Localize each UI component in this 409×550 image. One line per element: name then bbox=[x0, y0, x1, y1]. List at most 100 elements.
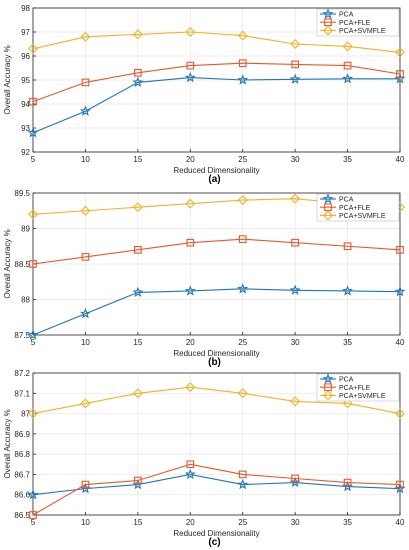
series-line-star bbox=[32, 473, 401, 496]
x-tick-label: 15 bbox=[133, 518, 142, 527]
x-tick-label: 10 bbox=[81, 518, 90, 527]
data-point-diamond bbox=[132, 202, 143, 213]
legend-marker-diamond bbox=[323, 390, 333, 401]
y-tick-label: 86.7 bbox=[14, 470, 30, 479]
x-tick-label: 10 bbox=[81, 155, 90, 164]
x-tick-label: 40 bbox=[396, 338, 405, 347]
data-point-star bbox=[79, 307, 91, 319]
data-point-star bbox=[184, 285, 196, 296]
x-tick-label: 35 bbox=[343, 155, 352, 164]
y-tick-label: 86.9 bbox=[14, 430, 30, 439]
data-point-square bbox=[81, 253, 90, 261]
series-line-diamond bbox=[32, 386, 401, 415]
legend-label: PCA bbox=[339, 377, 354, 384]
y-tick-label: 95 bbox=[21, 76, 30, 85]
y-tick-label: 92 bbox=[21, 148, 30, 157]
y-tick-label: 88.5 bbox=[14, 260, 30, 269]
series-line-square bbox=[32, 238, 401, 265]
series-line-diamond bbox=[32, 31, 401, 53]
legend-label: PCA+SVMFLE bbox=[339, 393, 386, 400]
x-tick-label: 15 bbox=[133, 338, 142, 347]
data-point-star bbox=[79, 105, 91, 116]
data-point-square bbox=[29, 511, 37, 519]
data-point-square bbox=[291, 60, 299, 69]
data-point-diamond bbox=[185, 382, 196, 393]
data-point-diamond bbox=[290, 193, 301, 204]
data-point-square bbox=[186, 460, 195, 469]
data-point-square bbox=[81, 480, 90, 489]
data-point-star bbox=[132, 76, 144, 88]
x-axis-label: Reduced Dimensionality bbox=[173, 349, 259, 358]
x-axis-label: Reduced Dimensionality bbox=[173, 166, 259, 175]
data-point-diamond bbox=[237, 388, 248, 399]
data-point-star bbox=[342, 285, 354, 296]
data-point-square bbox=[291, 238, 299, 247]
x-tick-label: 10 bbox=[81, 338, 90, 347]
x-tick-label: 30 bbox=[291, 155, 300, 164]
data-point-star bbox=[237, 478, 249, 490]
data-point-diamond bbox=[237, 30, 248, 41]
x-tick-label: 30 bbox=[291, 518, 300, 527]
legend-label: PCA+FLE bbox=[339, 385, 371, 392]
data-point-star bbox=[289, 73, 301, 84]
chart-panel-1: 5 10 15 20 25 30 35 40 92 93 94 95 96 97 98 Reduced Dim… bbox=[3, 4, 406, 185]
data-point-star bbox=[27, 329, 39, 340]
y-tick-label: 87.2 bbox=[14, 369, 30, 378]
y-tick-label: 98 bbox=[21, 4, 30, 13]
y-tick-label: 89.5 bbox=[14, 189, 30, 198]
y-tick-label: 87.1 bbox=[14, 389, 30, 398]
y-tick-label: 94 bbox=[21, 100, 30, 109]
data-point-diamond bbox=[28, 209, 38, 220]
data-point-square bbox=[291, 474, 299, 483]
data-point-star bbox=[184, 71, 196, 83]
data-point-diamond bbox=[237, 195, 248, 206]
legend-label: PCA+FLE bbox=[339, 205, 371, 212]
x-tick-label: 15 bbox=[133, 155, 142, 164]
data-point-diamond bbox=[395, 408, 405, 419]
data-point-square bbox=[343, 61, 352, 70]
y-tick-label: 86.8 bbox=[14, 450, 30, 459]
x-tick-label: 20 bbox=[186, 155, 195, 164]
legend-marker-star bbox=[322, 193, 334, 204]
y-tick-label: 97 bbox=[21, 28, 30, 37]
legend-marker-diamond bbox=[323, 25, 333, 36]
x-tick-label: 30 bbox=[291, 338, 300, 347]
y-tick-label: 87 bbox=[21, 410, 30, 419]
y-axis-label: Overall Accuracy % bbox=[3, 409, 12, 478]
x-tick-label: 40 bbox=[396, 518, 405, 527]
data-point-star bbox=[27, 127, 39, 138]
x-tick-label: 20 bbox=[186, 338, 195, 347]
x-tick-label: 35 bbox=[343, 518, 352, 527]
data-point-star bbox=[237, 283, 249, 294]
x-tick-label: 5 bbox=[31, 155, 36, 164]
data-point-square bbox=[134, 476, 142, 485]
data-point-diamond bbox=[185, 198, 196, 209]
legend-marker-star bbox=[322, 373, 334, 384]
data-point-square bbox=[134, 68, 142, 77]
y-axis-label: Overall Accuracy % bbox=[3, 45, 12, 114]
data-point-diamond bbox=[80, 31, 91, 42]
x-tick-label: 5 bbox=[31, 518, 36, 527]
legend-label: PCA+FLE bbox=[339, 20, 371, 27]
data-point-diamond bbox=[290, 396, 301, 407]
legend-label: PCA bbox=[339, 12, 354, 19]
data-point-star bbox=[289, 284, 301, 295]
data-point-diamond bbox=[80, 398, 91, 409]
data-point-diamond bbox=[342, 41, 353, 52]
data-point-diamond bbox=[80, 205, 91, 216]
panel-label: (a) bbox=[208, 174, 220, 185]
data-point-diamond bbox=[185, 27, 196, 37]
data-point-square bbox=[396, 245, 404, 254]
data-point-square bbox=[396, 480, 404, 489]
data-point-square bbox=[186, 61, 195, 70]
y-tick-label: 96 bbox=[21, 52, 30, 61]
legend-label: PCA+SVMFLE bbox=[339, 213, 386, 220]
data-point-square bbox=[134, 245, 142, 254]
x-tick-label: 35 bbox=[343, 338, 352, 347]
data-point-diamond bbox=[132, 29, 143, 40]
y-tick-label: 89 bbox=[21, 225, 30, 234]
panel-label: (b) bbox=[208, 357, 221, 368]
